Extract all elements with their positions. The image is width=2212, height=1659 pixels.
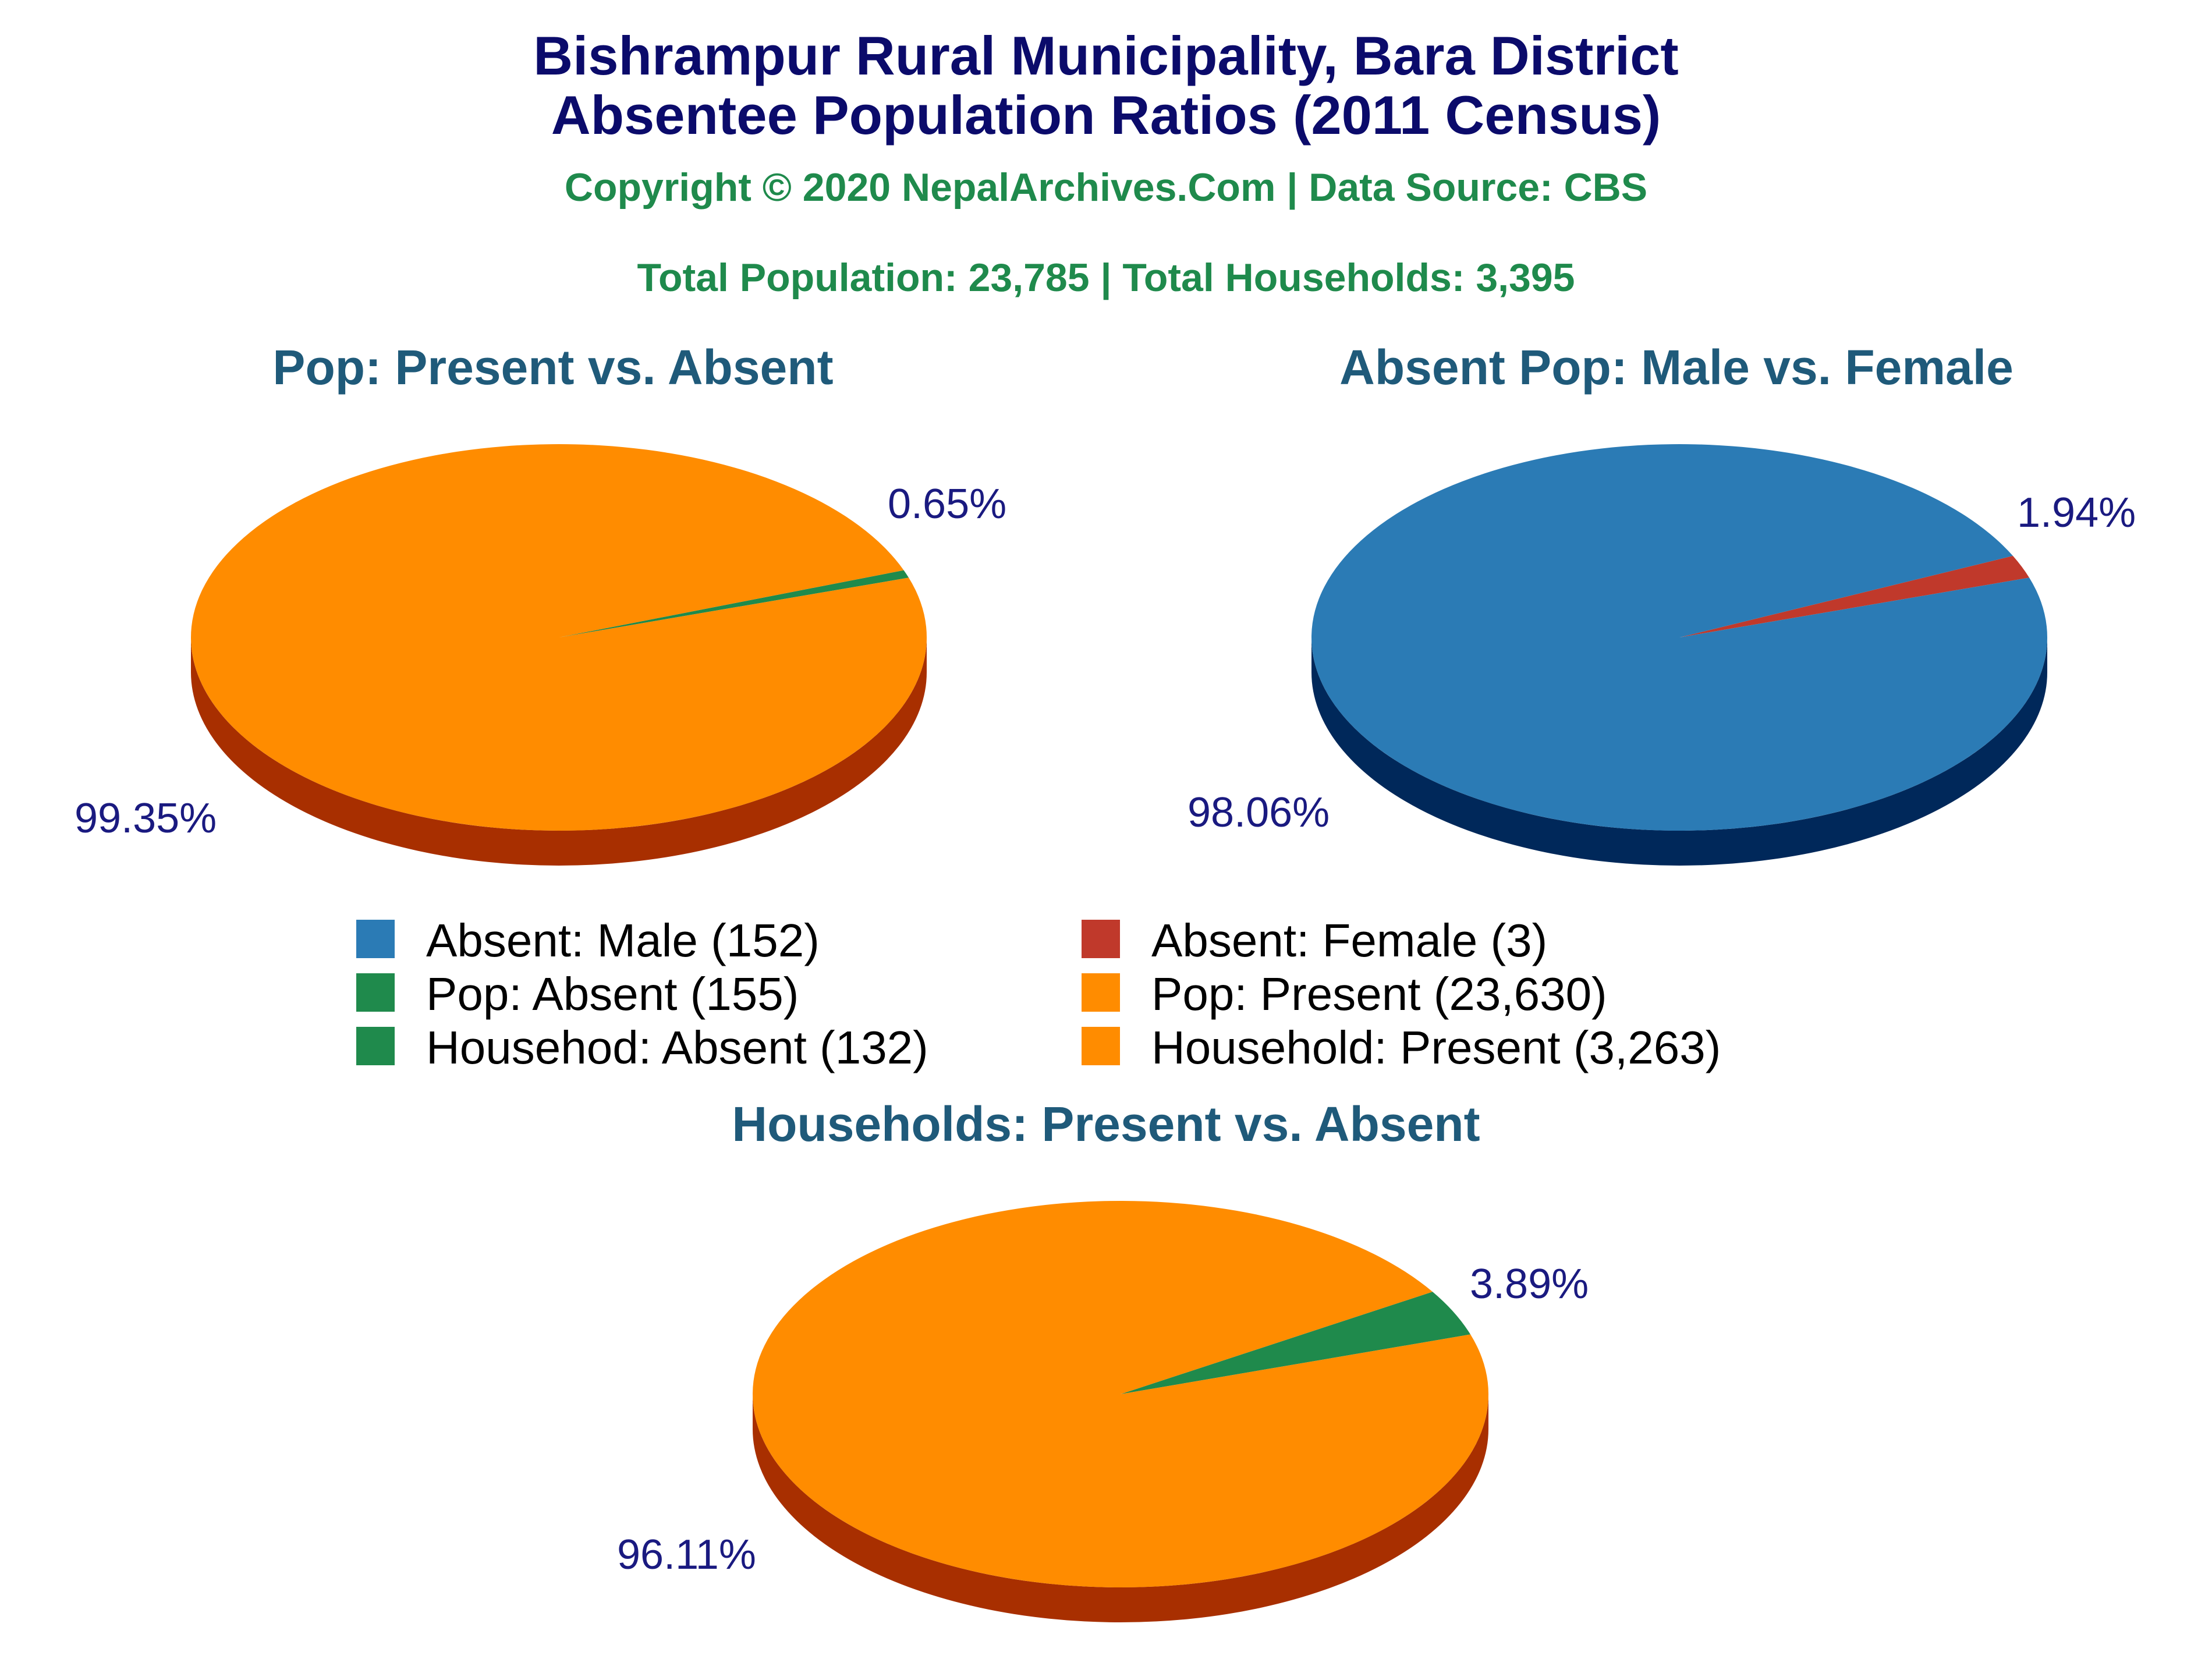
pie2-label-male: 98.06% (1187, 789, 1330, 836)
legend-label-household-absent: Househod: Absent (132) (426, 1022, 928, 1073)
totals-text: Total Population: 23,785 | Total Househo… (637, 256, 1575, 300)
copyright-text: Copyright © 2020 NepalArchives.Com | Dat… (565, 165, 1647, 210)
pie1-label-present: 99.35% (75, 795, 217, 842)
legend-label-pop-present: Pop: Present (23,630) (1151, 968, 1607, 1020)
pie-side-edge (1311, 637, 2047, 866)
legend-label-household-present: Household: Present (3,263) (1151, 1022, 1721, 1073)
pie-slice-pop-present (191, 444, 927, 831)
legend: Absent: Male (152) Absent: Female (3) Po… (356, 914, 1721, 1073)
pie3-label-present: 96.11% (617, 1532, 756, 1578)
pie-slice-pop-absent (559, 570, 909, 637)
pie2-label-female: 1.94% (2017, 490, 2136, 536)
legend-swatch-household-present (1082, 1027, 1120, 1065)
pie-slice-absent-male (1311, 444, 2047, 831)
legend-swatch-absent-female (1082, 920, 1120, 958)
legend-swatch-absent-male (356, 920, 395, 958)
pie-pop-present-vs-absent (191, 444, 927, 866)
pie-slice-household-absent (1121, 1292, 1471, 1394)
pie-households-present-vs-absent (753, 1200, 1488, 1622)
legend-swatch-pop-present (1082, 973, 1120, 1012)
figure-title-line1: Bishrampur Rural Municipality, Bara Dist… (533, 25, 1678, 86)
pie3-title: Households: Present vs. Absent (732, 1097, 1480, 1151)
legend-label-pop-absent: Pop: Absent (155) (426, 968, 799, 1020)
pie-absent-male-vs-female (1311, 444, 2047, 866)
legend-swatch-household-absent (356, 1027, 395, 1065)
legend-label-absent-male: Absent: Male (152) (426, 914, 820, 966)
figure-title-line2: Absentee Population Ratios (2011 Census) (551, 84, 1661, 146)
legend-swatch-pop-absent (356, 973, 395, 1012)
pie1-title: Pop: Present vs. Absent (272, 340, 833, 395)
pie2-title: Absent Pop: Male vs. Female (1339, 340, 2014, 395)
pie3-label-absent: 3.89% (1470, 1261, 1589, 1307)
legend-label-absent-female: Absent: Female (3) (1151, 914, 1547, 966)
pie-side-edge (191, 637, 927, 866)
pie-slice-absent-female (1679, 555, 2030, 637)
pie1-label-absent: 0.65% (888, 481, 1006, 527)
pie-slice-household-present (753, 1200, 1488, 1587)
pie-side-edge (753, 1394, 1488, 1622)
